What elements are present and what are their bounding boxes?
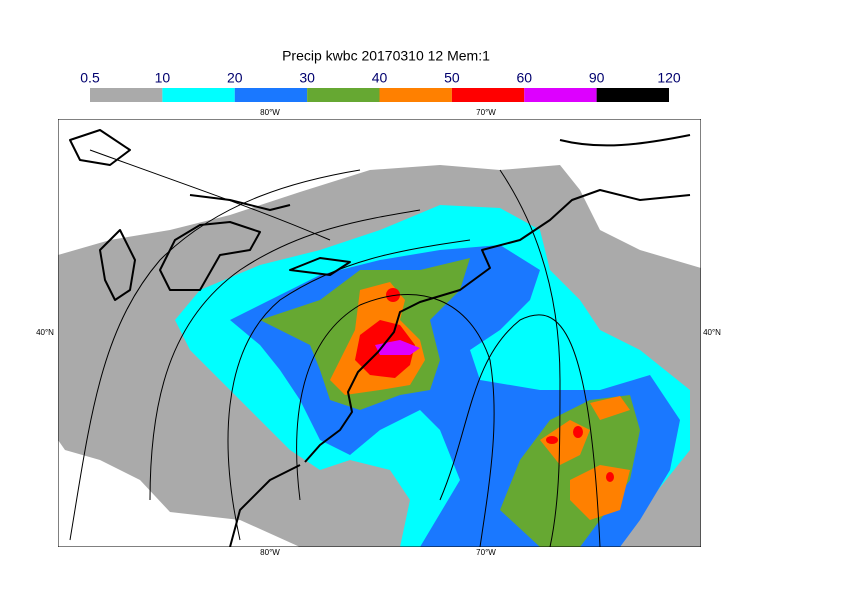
colorbar-swatch [162,88,235,102]
colorbar-label: 90 [589,70,605,86]
shade-orange [590,396,630,420]
colorbar-swatch [379,88,452,102]
coastline [229,464,301,547]
colorbar-label: 50 [444,70,460,86]
coastline [99,229,136,301]
colorbar: 0.5 10 20 30 40 50 60 90 120 [80,70,681,102]
contour-line [499,169,561,547]
colorbar-swatch [90,88,163,102]
colorbar-label: 20 [227,70,243,86]
colorbar-label: 120 [657,70,681,86]
coastline [559,134,691,147]
colorbar-label: 60 [516,70,532,86]
colorbar-swatch [596,88,669,102]
contour-line [69,169,361,541]
lat-label: 40°N [703,328,721,337]
colorbar-swatch [524,88,597,102]
lon-label: 80°W [260,548,280,557]
contour-line [227,239,471,541]
shade-red [573,426,583,438]
contour-line [149,209,421,501]
colorbar-label: 30 [299,70,315,86]
shade-orange [570,465,630,520]
colorbar-label: 0.5 [80,70,100,86]
shade-red [546,436,558,444]
colorbar-label: 40 [372,70,388,86]
lat-label: 40°N [36,328,54,337]
coastline [189,194,291,211]
colorbar-swatch [451,88,525,102]
shade-red [606,472,614,482]
coastline [289,257,351,276]
coastline [304,189,691,463]
coastline [69,129,131,166]
contour-line [296,293,495,547]
colorbar-swatch [307,88,380,102]
contour-line [439,314,601,547]
coastline [159,221,261,291]
colorbar-swatch [234,88,308,102]
lon-label: 70°W [476,108,496,117]
precip-map [58,119,701,547]
lon-label: 80°W [260,108,280,117]
lon-label: 70°W [476,548,496,557]
map-title: Precip kwbc 20170310 12 Mem:1 [282,48,490,64]
shade-magenta [375,340,420,355]
colorbar-label: 10 [155,70,171,86]
